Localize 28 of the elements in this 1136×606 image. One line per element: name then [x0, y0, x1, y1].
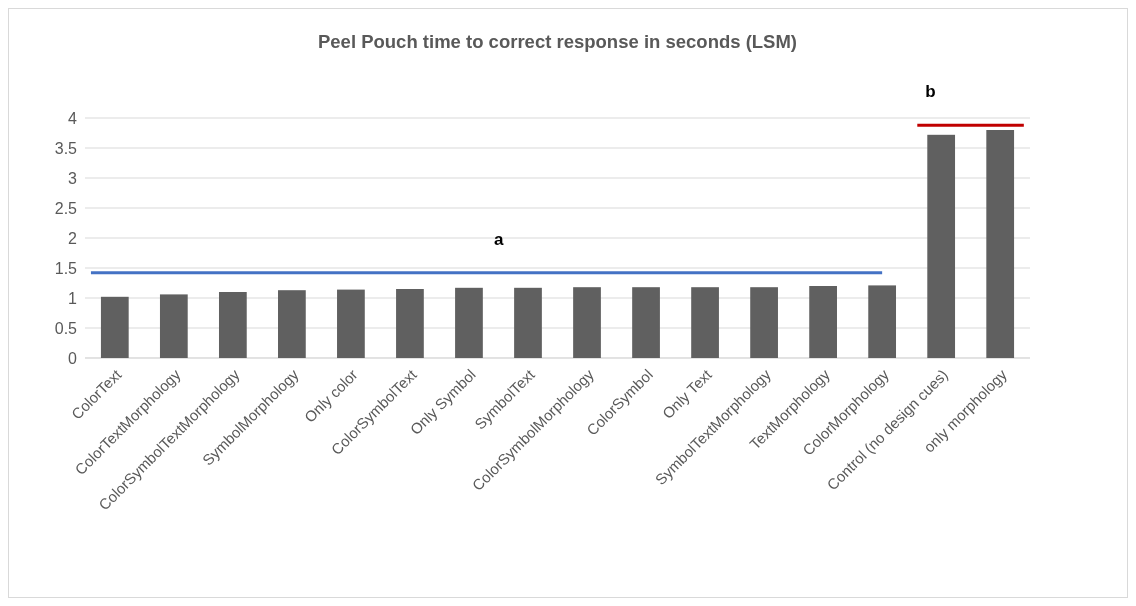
bar [159, 294, 188, 358]
bar [868, 285, 897, 358]
bar [100, 296, 129, 358]
y-tick-label: 1.5 [54, 259, 78, 277]
bar [750, 287, 778, 358]
ref-line-label: a [494, 229, 505, 249]
y-tick-label: 0.5 [54, 319, 78, 337]
bar [514, 287, 542, 358]
bar [337, 289, 365, 358]
y-tick-label: 0 [68, 349, 78, 367]
bar [927, 134, 956, 358]
y-tick-label: 2 [68, 229, 78, 247]
bar [278, 290, 306, 358]
bar [632, 287, 660, 358]
y-tick-label: 3 [68, 169, 78, 187]
y-tick-label: 3.5 [54, 139, 78, 157]
y-tick-label: 1 [68, 289, 78, 307]
bar [218, 292, 247, 358]
chart-title: Peel Pouch time to correct response in seconds (LSM) [317, 31, 798, 52]
bar [573, 287, 601, 358]
bar [809, 286, 837, 358]
y-tick-label: 4 [68, 109, 78, 127]
bar [691, 287, 719, 358]
ref-line-label: b [925, 82, 936, 102]
bar [986, 130, 1015, 358]
bar [455, 287, 483, 358]
bar [396, 289, 424, 358]
y-tick-label: 2.5 [54, 199, 78, 217]
